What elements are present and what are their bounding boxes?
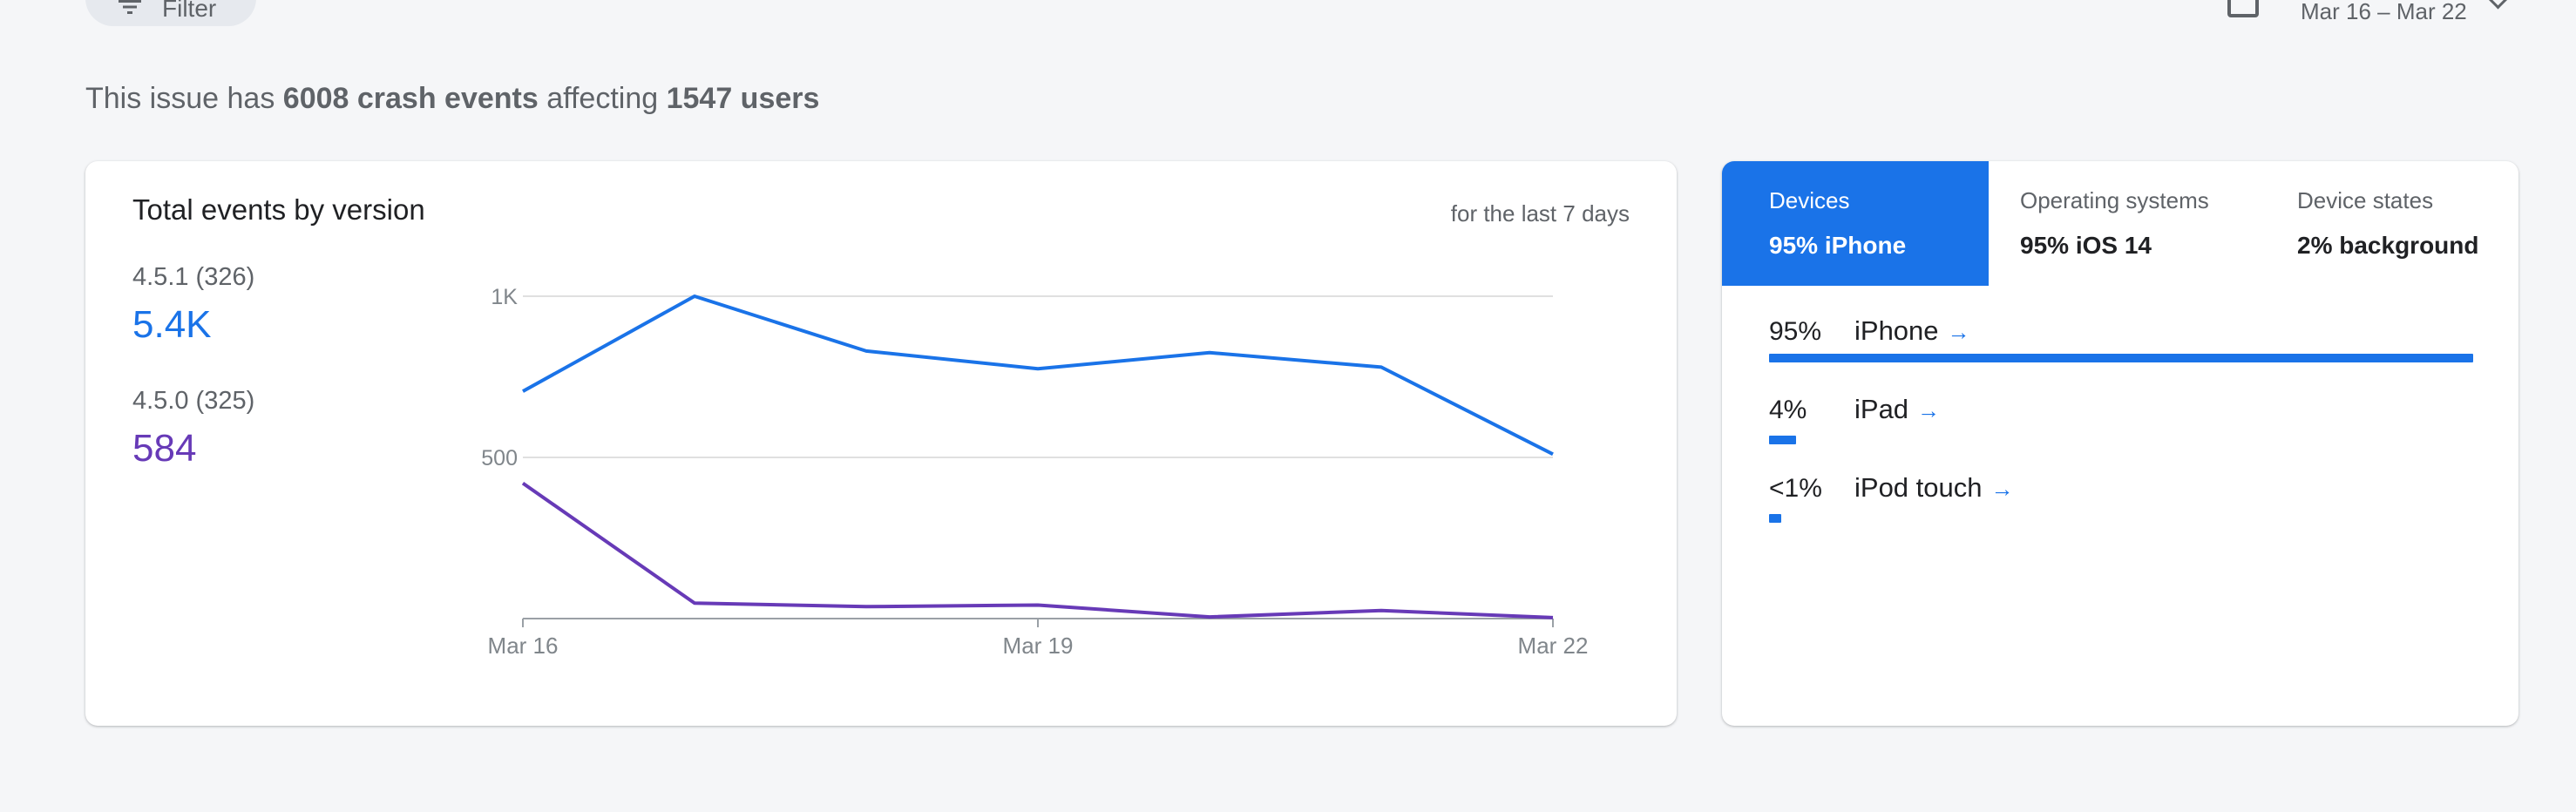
filter-button[interactable] xyxy=(85,0,256,26)
device-percent: 4% xyxy=(1769,396,1807,424)
card-subtitle: for the last 7 days xyxy=(1450,200,1630,227)
date-range-selector[interactable]: Mar 16 – Mar 22 xyxy=(2301,0,2467,24)
version-label: 4.5.0 (325) xyxy=(132,387,255,415)
version-value: 584 xyxy=(132,427,197,470)
tab-value: 2% background xyxy=(2297,232,2479,259)
users-count: 1547 users xyxy=(666,82,820,115)
tab-title: Devices xyxy=(1769,187,1850,213)
version-label: 4.5.1 (326) xyxy=(132,263,255,291)
issue-summary: This issue has 6008 crash events affecti… xyxy=(85,82,819,116)
device-share-bar xyxy=(1769,436,1796,444)
x-tick-label: Mar 19 xyxy=(1003,633,1074,659)
arrow-right-icon[interactable]: → xyxy=(1917,397,1941,423)
y-tick-label: 500 xyxy=(481,446,518,470)
device-share-bar xyxy=(1769,514,1781,523)
device-share-bar xyxy=(1769,354,2473,362)
device-link-iphone[interactable]: iPhone → xyxy=(1854,315,1970,347)
tab-title: Operating systems xyxy=(2020,187,2209,213)
x-tick-label: Mar 22 xyxy=(1518,633,1589,659)
filter-label[interactable]: Filter xyxy=(162,0,217,22)
summary-middle: affecting xyxy=(546,82,659,115)
card-title: Total events by version xyxy=(132,193,425,226)
tab-devices[interactable]: Devices 95% iPhone xyxy=(1722,161,1989,286)
series-line xyxy=(521,481,1554,619)
filter-icon xyxy=(119,0,141,14)
device-link-ipad[interactable]: iPad → xyxy=(1854,394,1940,425)
tab-value: 95% iOS 14 xyxy=(2020,232,2152,259)
device-percent: 95% xyxy=(1769,317,1822,346)
device-percent: <1% xyxy=(1769,474,1822,503)
events-by-version-card xyxy=(85,161,1677,726)
version-value: 5.4K xyxy=(132,303,212,346)
device-name[interactable]: iPod touch xyxy=(1854,472,1983,503)
arrow-right-icon[interactable]: → xyxy=(1990,476,2014,502)
arrow-right-icon[interactable]: → xyxy=(1947,319,1970,345)
device-link-ipod-touch[interactable]: iPod touch → xyxy=(1854,472,2014,504)
crash-events-count: 6008 crash events xyxy=(282,82,539,115)
summary-prefix: This issue has xyxy=(85,82,275,115)
calendar-icon[interactable] xyxy=(2227,0,2259,17)
x-tick-label: Mar 16 xyxy=(488,633,559,659)
y-tick-label: 1K xyxy=(491,285,518,309)
device-name[interactable]: iPhone xyxy=(1854,315,1939,346)
series-line xyxy=(522,294,1554,457)
tab-title: Device states xyxy=(2297,187,2434,213)
tab-value: 95% iPhone xyxy=(1769,232,1907,259)
tab-operating-systems[interactable]: Operating systems 95% iOS 14 xyxy=(1989,161,2266,286)
tab-device-states[interactable]: Device states 2% background xyxy=(2266,161,2518,286)
device-name[interactable]: iPad xyxy=(1854,394,1909,424)
